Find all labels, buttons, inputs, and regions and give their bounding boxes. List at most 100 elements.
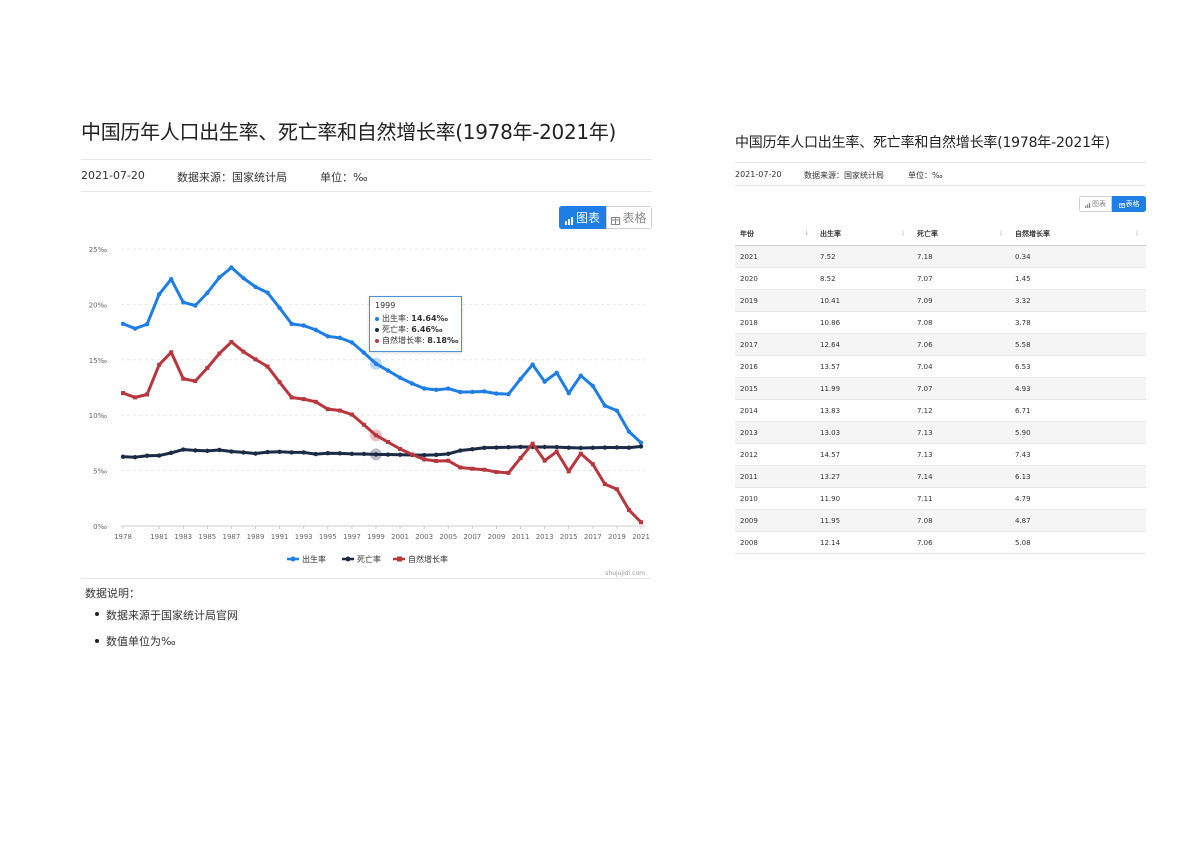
chart-view-button[interactable]: 图表 bbox=[1079, 196, 1112, 212]
growth-rate-point bbox=[566, 469, 571, 474]
table-cell: 3.78 bbox=[1010, 311, 1146, 334]
death-rate-point bbox=[168, 450, 174, 456]
x-tick-label: 1978 bbox=[114, 533, 132, 541]
legend-label: 自然增长率 bbox=[408, 554, 448, 564]
death-rate-point bbox=[229, 449, 234, 454]
birth-rate-point bbox=[578, 373, 583, 378]
growth-rate-point bbox=[470, 466, 475, 471]
birth-rate-point bbox=[156, 292, 162, 297]
population-rate-chart: 0‰ 5‰ 10‰ 15‰ 20‰ 25‰ 1978 1981 1983 1985 1987 198… bbox=[89, 246, 650, 577]
x-tick-label: 2019 bbox=[608, 533, 626, 541]
x-tick-label: 1995 bbox=[319, 533, 337, 541]
table-row: 2016 13.57 7.04 6.53 bbox=[735, 355, 1146, 378]
tooltip-row-growth: 自然增长率: 8.18‰ bbox=[375, 335, 459, 346]
table-view-button[interactable]: 表格 bbox=[606, 206, 652, 229]
table-cell: 2016 bbox=[735, 355, 815, 378]
death-rate-point bbox=[349, 451, 355, 457]
header-death[interactable]: 死亡率 ⋮ bbox=[912, 222, 1010, 246]
tooltip-label: 死亡率: bbox=[382, 325, 412, 334]
birth-rate-point bbox=[470, 389, 475, 395]
table-cell: 2013 bbox=[735, 421, 815, 444]
bullet-icon bbox=[95, 639, 99, 643]
growth-rate-point bbox=[398, 446, 403, 451]
header-growth[interactable]: 自然增长率 ⋮ bbox=[1010, 222, 1146, 246]
birth-rate-point bbox=[265, 290, 270, 295]
x-tick-label: 2015 bbox=[560, 533, 578, 541]
birth-rate-point bbox=[144, 322, 150, 327]
x-tick-label: 2001 bbox=[391, 533, 409, 541]
table-cell: 13.57 bbox=[815, 355, 912, 378]
chart-view-button[interactable]: 图表 bbox=[559, 206, 606, 229]
tooltip-row-birth: 出生率: 14.64‰ bbox=[375, 313, 448, 324]
birth-rate-point bbox=[361, 350, 367, 355]
legend-marker bbox=[290, 556, 296, 562]
header-birth[interactable]: 出生率 ⋮ bbox=[815, 222, 912, 246]
birth-rate-point bbox=[554, 370, 559, 375]
death-rate-point bbox=[554, 444, 559, 450]
death-rate-point bbox=[638, 444, 644, 449]
death-rate-point bbox=[506, 445, 511, 450]
death-rate-point bbox=[313, 451, 318, 457]
death-rate-point bbox=[217, 447, 222, 453]
tooltip-row-death: 死亡率: 6.46‰ bbox=[375, 324, 443, 335]
death-rate-point bbox=[578, 445, 583, 451]
table-cell: 6.71 bbox=[1010, 399, 1146, 422]
growth-rate-point bbox=[434, 458, 439, 463]
birth-rate-point bbox=[494, 391, 499, 396]
birth-rate-point bbox=[518, 376, 523, 382]
table-view-button[interactable]: 表格 bbox=[1112, 196, 1146, 212]
table-row: 2009 11.95 7.08 4.87 bbox=[735, 509, 1146, 532]
birth-rate-point bbox=[542, 379, 547, 384]
table-cell: 13.27 bbox=[815, 465, 912, 488]
table-cell: 11.99 bbox=[815, 377, 912, 400]
birth-rate-point bbox=[530, 362, 535, 367]
x-tick-label: 2021 bbox=[632, 533, 650, 541]
birth-rate-highlight bbox=[369, 357, 382, 370]
birth-rate-point bbox=[205, 290, 210, 296]
table-cell: 2017 bbox=[735, 333, 815, 356]
sort-icon: ⋮ bbox=[900, 230, 906, 237]
series-lines bbox=[120, 265, 644, 525]
x-tick-label: 1989 bbox=[247, 533, 265, 541]
sort-icon: ⋮ bbox=[998, 230, 1004, 237]
table-cell: 10.86 bbox=[815, 311, 912, 334]
table-icon bbox=[611, 214, 621, 225]
birth-rate-point bbox=[421, 386, 427, 391]
growth-rate-point bbox=[133, 395, 138, 400]
death-rate-point bbox=[132, 454, 138, 460]
growth-rate-point bbox=[337, 408, 342, 413]
death-rate-line bbox=[122, 444, 642, 459]
table-row: 2011 13.27 7.14 6.13 bbox=[735, 465, 1146, 488]
table-cell: 7.14 bbox=[912, 465, 1010, 488]
chart-legend: 出生率 死亡率 自然增长率 bbox=[287, 554, 448, 564]
header-year[interactable]: 年份 ↓ bbox=[735, 222, 815, 246]
table-row: 2017 12.64 7.06 5.58 bbox=[735, 333, 1146, 356]
table-cell: 6.53 bbox=[1010, 355, 1146, 378]
death-rate-point bbox=[434, 452, 439, 458]
death-rate-highlight bbox=[369, 448, 382, 461]
growth-rate-point bbox=[458, 465, 463, 470]
x-tick-label: 1983 bbox=[174, 533, 192, 541]
death-rate-point bbox=[265, 449, 270, 455]
growth-rate-point bbox=[145, 392, 150, 397]
death-rate-point bbox=[289, 450, 294, 455]
death-rate-point bbox=[385, 452, 391, 457]
growth-rate-point bbox=[410, 452, 415, 457]
growth-rate-point bbox=[313, 399, 318, 404]
watermark: shujujidi.com bbox=[605, 570, 645, 577]
table-cell: 1.45 bbox=[1010, 267, 1146, 290]
y-tick-label: 5‰ bbox=[93, 468, 107, 476]
death-rate-series bbox=[120, 444, 644, 460]
table-cell: 12.64 bbox=[815, 333, 912, 356]
table-cell: 10.41 bbox=[815, 289, 912, 312]
chart-tooltip: 1999 出生率: 14.64‰ 死亡率: 6.46‰ 自然增长率: 8.18‰ bbox=[369, 296, 462, 352]
death-rate-point bbox=[337, 451, 343, 456]
header-label: 出生率 bbox=[820, 229, 841, 238]
birth-dot-icon bbox=[375, 316, 379, 321]
table-cell: 2014 bbox=[735, 399, 815, 422]
right-title-divider bbox=[735, 162, 1146, 163]
death-rate-point bbox=[181, 447, 186, 452]
x-tick-label: 1993 bbox=[295, 533, 313, 541]
death-rate-point bbox=[301, 450, 306, 455]
birth-rate-point bbox=[241, 275, 246, 281]
